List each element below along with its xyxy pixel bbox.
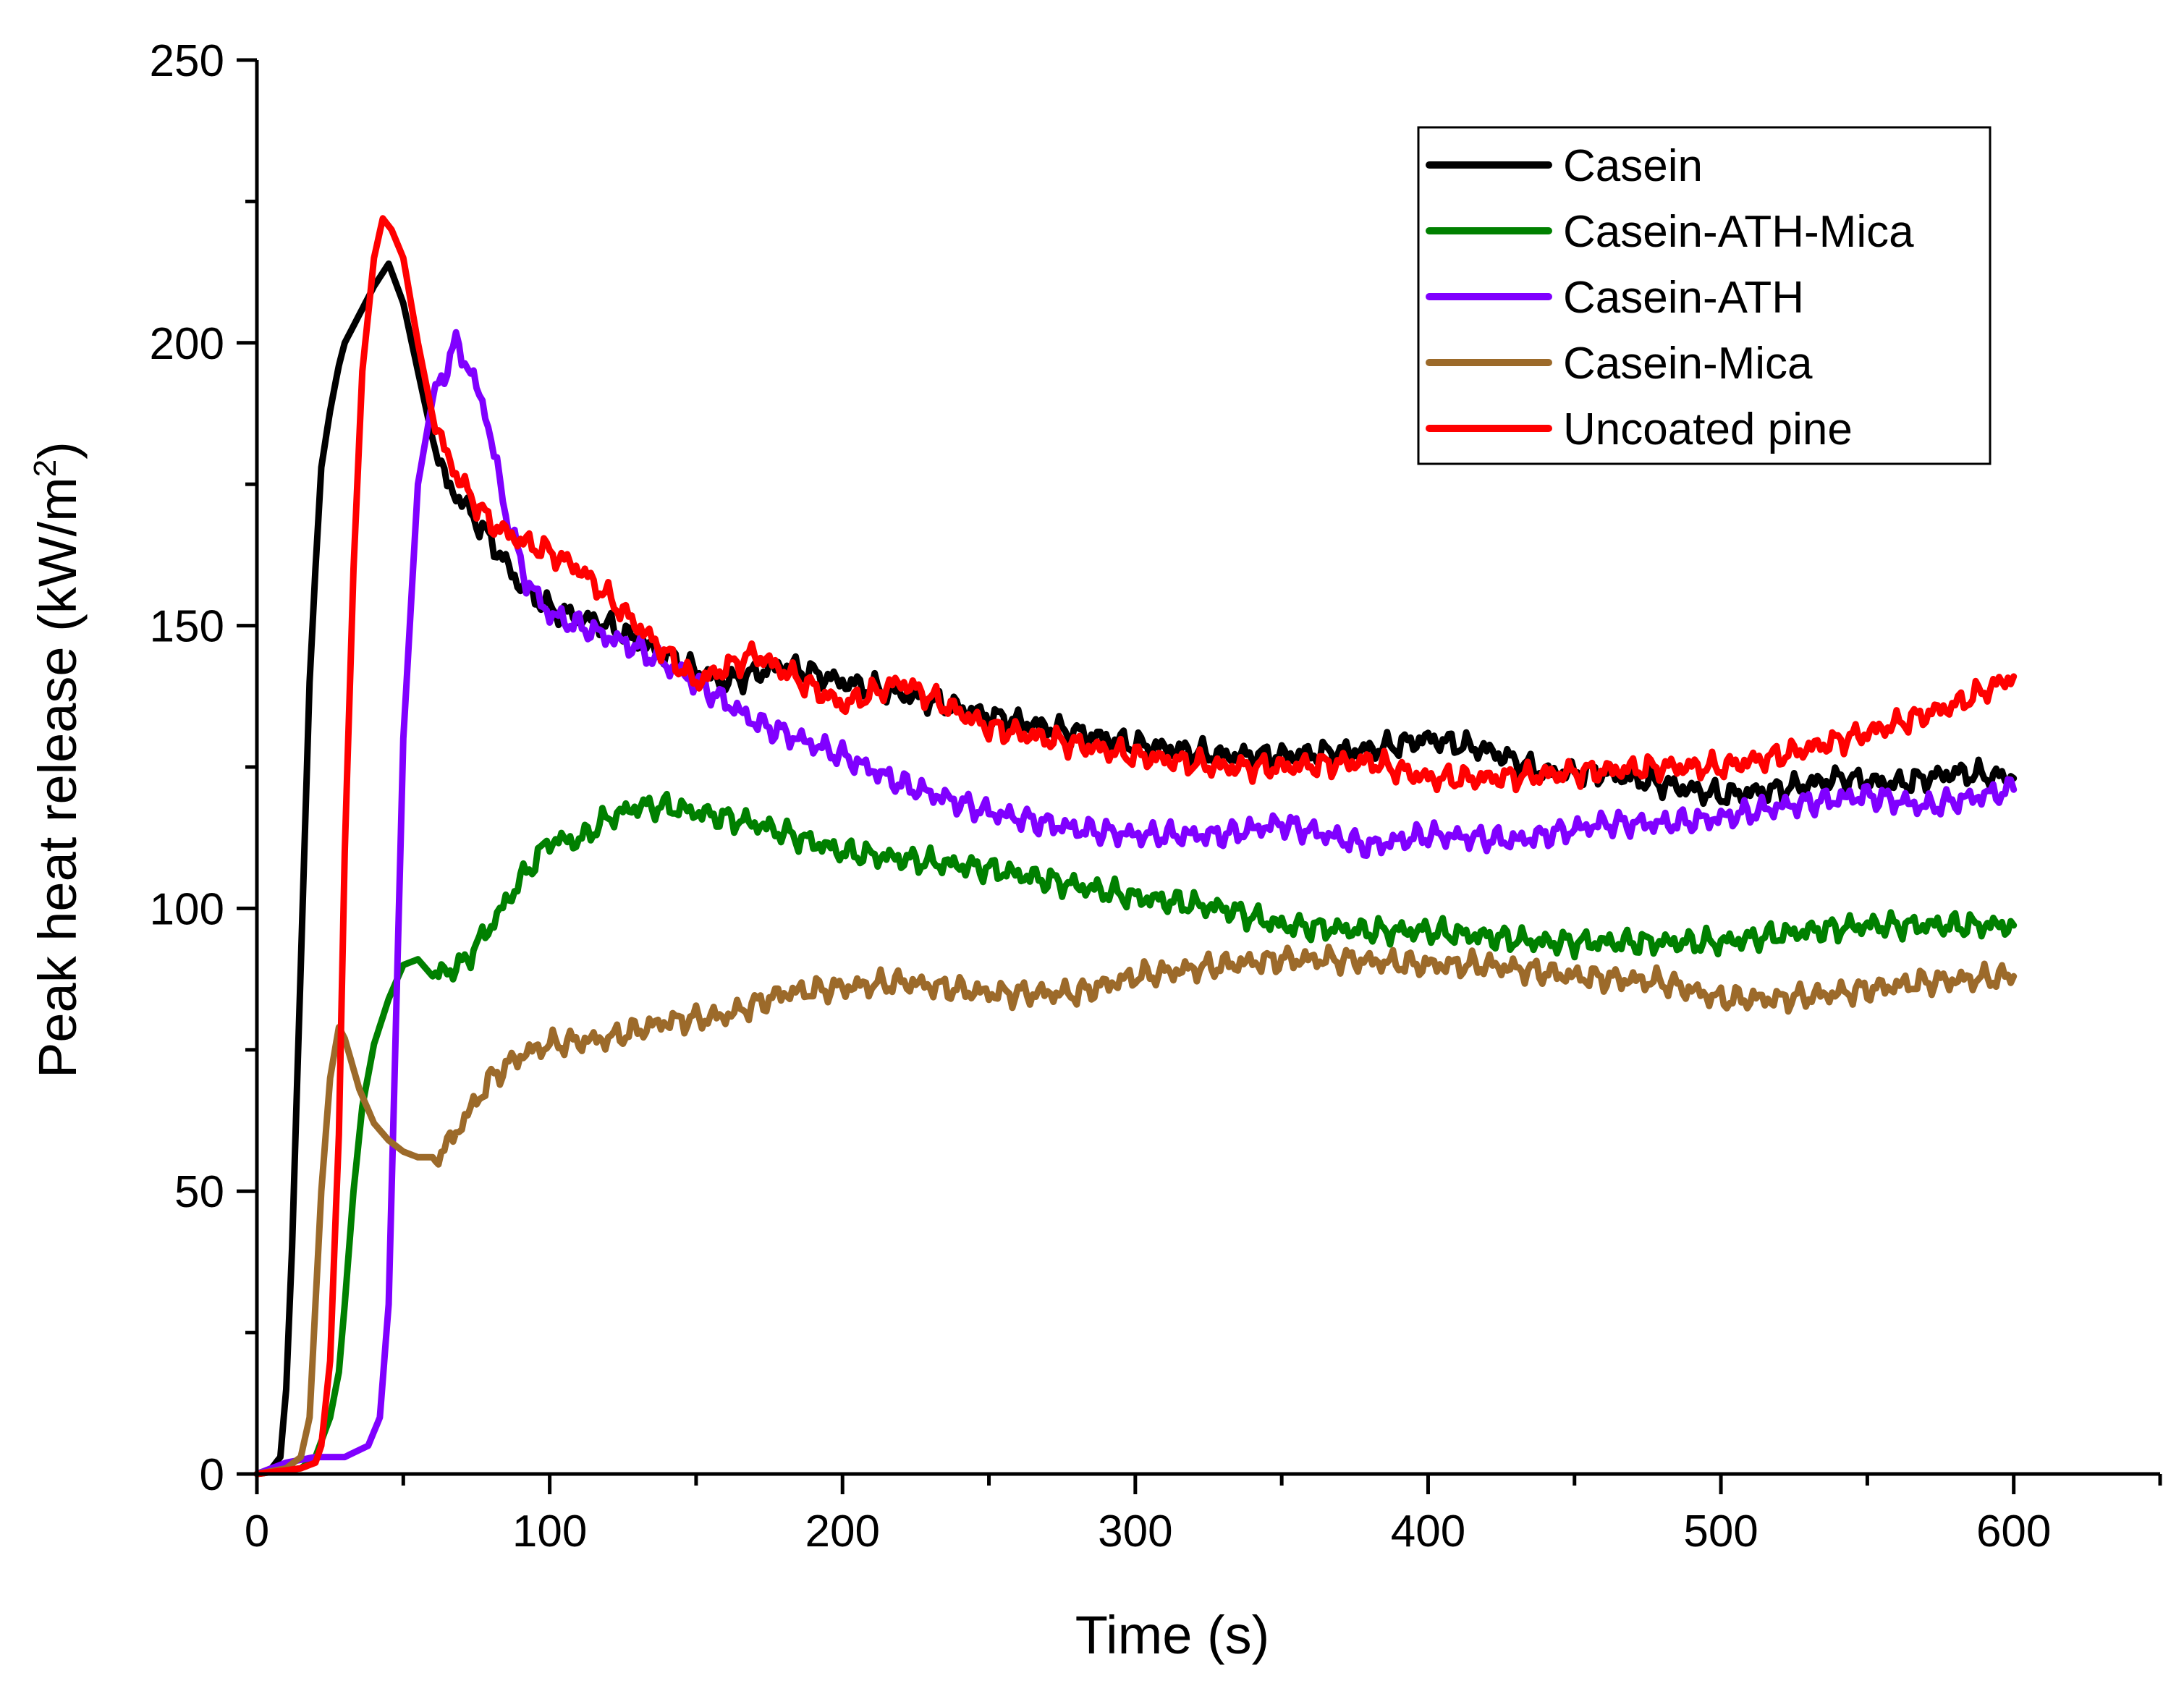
legend: Casein Casein-ATH-Mica Casein-ATH Casein-Mi… [1417, 126, 1992, 465]
y-tick-label: 250 [150, 36, 224, 86]
series-group [253, 215, 2018, 1478]
y-axis-title: Peak heat release (kW/m2) [27, 441, 88, 1078]
series-line-uncoated-pine [253, 215, 2018, 1478]
y-axis-title-superscript: 2 [27, 459, 63, 477]
y-tick-label: 0 [200, 1450, 224, 1500]
y-tick-label: 100 [150, 884, 224, 934]
series-line-casein-ath [253, 329, 2018, 1478]
y-ticks-group: 0 50 100 150 200 250 [150, 36, 257, 1500]
series-line-casein-ath-mica [253, 790, 2018, 1478]
legend-label: Casein [1563, 141, 1703, 191]
x-axis-title: Time (s) [1075, 1605, 1270, 1665]
x-tick-label: 500 [1683, 1507, 1758, 1556]
x-tick-label: 400 [1391, 1507, 1465, 1556]
series-line-casein-mica [253, 944, 2018, 1478]
y-axis-title-main: Peak heat release (kW/m [27, 477, 88, 1078]
x-tick-label: 0 [245, 1507, 269, 1556]
x-tick-label: 200 [805, 1507, 880, 1556]
y-axis-title-close: ) [27, 441, 88, 459]
x-tick-label: 100 [512, 1507, 587, 1556]
y-tick-label: 200 [150, 319, 224, 369]
x-tick-label: 300 [1098, 1507, 1172, 1556]
legend-label: Casein-ATH [1563, 273, 1804, 323]
x-tick-label: 600 [1976, 1507, 2051, 1556]
legend-label: Uncoated pine [1563, 404, 1853, 454]
y-tick-label: 50 [174, 1167, 224, 1217]
y-tick-label: 150 [150, 602, 224, 652]
legend-label: Casein-Mica [1563, 339, 1813, 389]
x-ticks-group: 0 100 200 300 400 500 600 [245, 1474, 2162, 1556]
legend-label: Casein-ATH-Mica [1563, 207, 1914, 257]
